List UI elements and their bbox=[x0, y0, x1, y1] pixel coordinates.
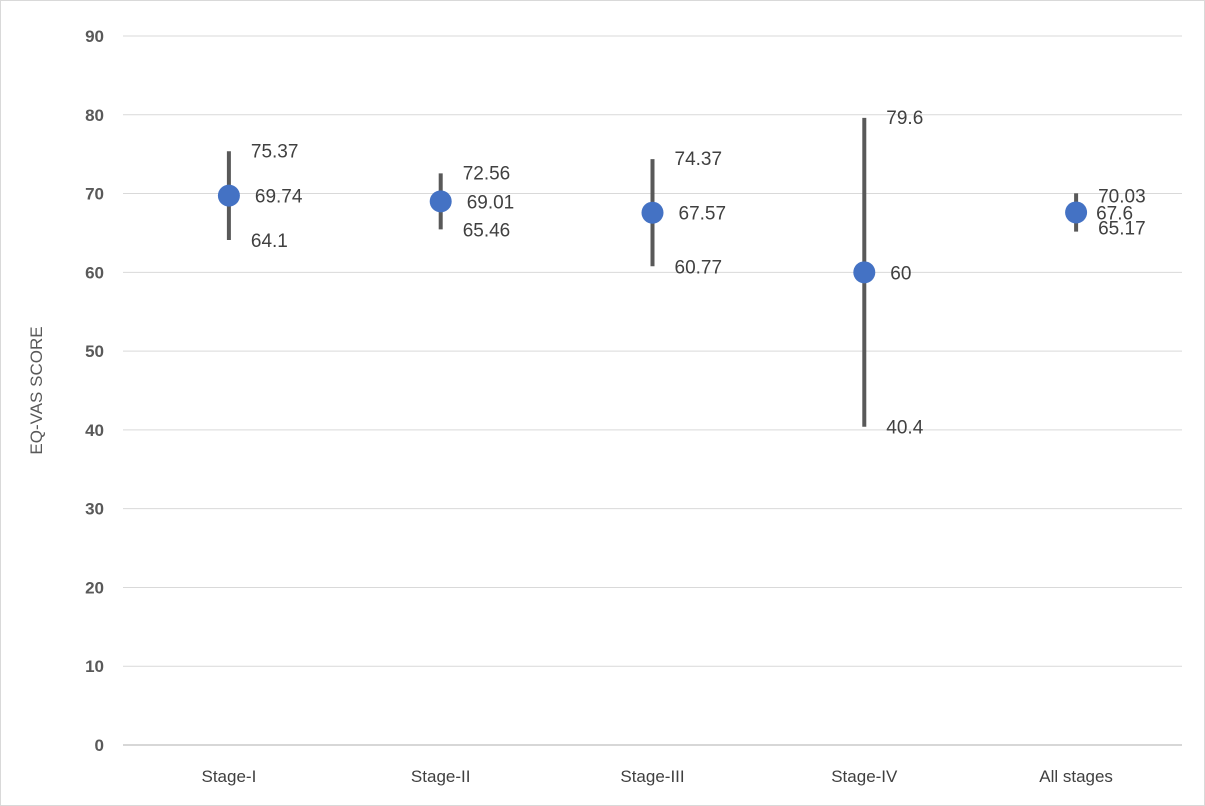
lower-bound-label: 65.17 bbox=[1098, 219, 1146, 240]
upper-bound-label: 79.6 bbox=[886, 108, 923, 129]
lower-bound-label: 40.4 bbox=[886, 418, 923, 439]
data-point bbox=[1065, 201, 1088, 224]
y-tick-label: 10 bbox=[85, 657, 104, 676]
y-tick-label: 80 bbox=[85, 106, 104, 125]
data-point bbox=[217, 184, 240, 207]
y-tick-label: 50 bbox=[85, 342, 104, 361]
x-tick-label: Stage-II bbox=[411, 767, 471, 786]
value-label: 69.74 bbox=[255, 187, 303, 208]
data-point bbox=[853, 261, 876, 284]
y-tick-label: 90 bbox=[85, 27, 104, 46]
x-tick-label: Stage-III bbox=[620, 767, 684, 786]
lower-bound-label: 64.1 bbox=[251, 231, 288, 252]
x-tick-label: All stages bbox=[1039, 767, 1113, 786]
y-tick-label: 70 bbox=[85, 185, 104, 204]
upper-bound-label: 70.03 bbox=[1098, 186, 1146, 207]
x-tick-label: Stage-I bbox=[201, 767, 256, 786]
data-point bbox=[429, 190, 452, 213]
upper-bound-label: 75.37 bbox=[251, 141, 299, 162]
y-axis-title: EQ-VAS SCORE bbox=[27, 326, 46, 454]
y-tick-label: 0 bbox=[95, 736, 104, 755]
y-tick-label: 30 bbox=[85, 500, 104, 519]
x-tick-label: Stage-IV bbox=[831, 767, 898, 786]
value-label: 60 bbox=[890, 263, 911, 284]
y-tick-label: 20 bbox=[85, 578, 104, 597]
lower-bound-label: 65.46 bbox=[463, 220, 511, 241]
y-tick-label: 60 bbox=[85, 263, 104, 282]
data-point bbox=[641, 201, 664, 224]
value-label: 67.6 bbox=[1096, 203, 1133, 224]
value-label: 69.01 bbox=[467, 192, 515, 213]
upper-bound-label: 74.37 bbox=[675, 149, 723, 170]
y-tick-label: 40 bbox=[85, 421, 104, 440]
value-label: 67.57 bbox=[679, 204, 727, 225]
upper-bound-label: 72.56 bbox=[463, 163, 511, 184]
lower-bound-label: 60.77 bbox=[675, 257, 723, 278]
